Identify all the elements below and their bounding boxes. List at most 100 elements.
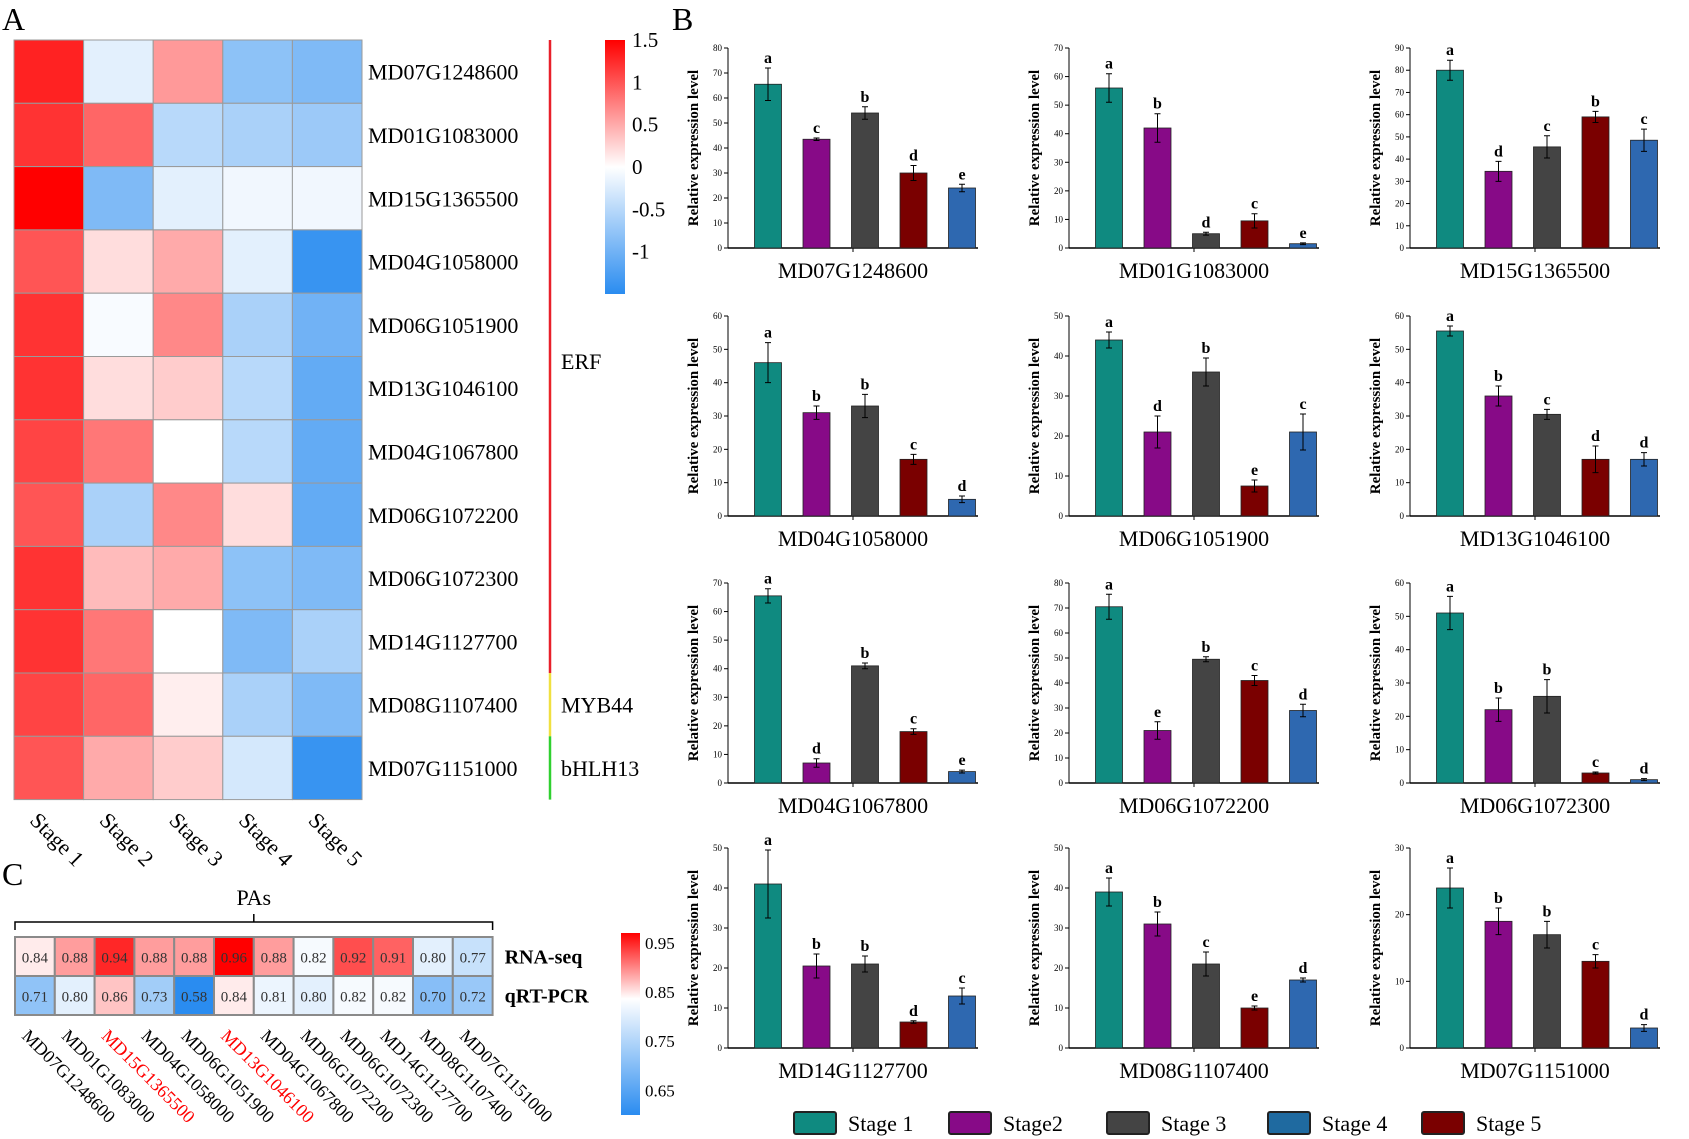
legend-swatch — [1106, 1111, 1150, 1135]
bar — [1484, 709, 1513, 784]
bar — [1192, 963, 1220, 1049]
group-label: bHLH13 — [561, 756, 639, 781]
heatmap-cell — [222, 39, 293, 104]
bar — [802, 138, 831, 249]
legend-swatch — [1421, 1111, 1465, 1135]
bar — [754, 362, 782, 517]
significance-letter: d — [1494, 143, 1503, 160]
y-tick-label: 30 — [1054, 157, 1064, 167]
heatmap-cell — [83, 609, 154, 674]
y-tick-label: 10 — [1054, 214, 1064, 224]
heatmap-cell — [14, 936, 56, 977]
y-tick-label: 70 — [1054, 43, 1064, 53]
error-bar — [1300, 413, 1306, 451]
row-label: RNA-seq — [505, 947, 583, 969]
heatmap-cell — [13, 672, 85, 737]
heatmap-cell — [222, 292, 293, 358]
error-bar — [1641, 778, 1647, 782]
y-tick-label: 40 — [1054, 678, 1064, 688]
error-bar — [813, 953, 820, 979]
error-bar — [765, 342, 771, 384]
significance-letter: a — [1446, 850, 1454, 867]
error-bar — [1251, 675, 1258, 686]
heatmap-cell — [152, 482, 224, 547]
bar — [1533, 934, 1561, 1049]
significance-letter: a — [1105, 860, 1113, 877]
heatmap-cell — [83, 102, 154, 168]
y-tick-label: 20 — [1054, 431, 1064, 441]
bar — [899, 172, 928, 249]
heatmap-cell — [291, 102, 363, 168]
bar — [1533, 413, 1561, 517]
error-bar — [910, 453, 917, 465]
heatmap-cell — [83, 735, 154, 801]
y-tick-label: 0 — [718, 243, 723, 253]
heatmap-cell — [291, 292, 363, 358]
y-tick-label: 60 — [1054, 72, 1064, 82]
heatmap-cell — [152, 39, 224, 104]
significance-letter: b — [861, 89, 870, 106]
error-bar — [1300, 977, 1306, 983]
significance-letter: d — [1591, 428, 1600, 445]
heatmap-c: PAs 0.84 0.88 0.94 0.88 0.88 0.96 0.88 0.82 0.92 0… — [14, 885, 675, 1127]
significance-letter: b — [1494, 890, 1503, 907]
significance-letter: a — [764, 50, 772, 67]
legend-label: Stage 1 — [848, 1111, 913, 1136]
significance-letter: c — [1202, 934, 1209, 951]
row-label: MD15G1365500 — [368, 186, 518, 211]
error-bar — [1592, 771, 1599, 775]
y-axis-label: Relative expression level — [1027, 605, 1043, 761]
error-bar — [1447, 867, 1453, 909]
bracket — [14, 914, 494, 930]
significance-letter: c — [1251, 196, 1258, 213]
bar — [851, 405, 879, 517]
bar — [899, 1021, 928, 1049]
significance-letter: c — [1299, 396, 1306, 413]
significance-letter: c — [1592, 754, 1599, 771]
heatmap-cell — [412, 975, 454, 1016]
error-bar — [1106, 593, 1112, 620]
y-tick-label: 50 — [713, 635, 723, 645]
significance-letter: b — [812, 388, 821, 405]
y-tick-label: 60 — [1395, 110, 1405, 120]
bar — [802, 965, 831, 1049]
error-bar — [910, 728, 917, 735]
error-bar — [1447, 59, 1453, 81]
error-bar — [813, 758, 820, 768]
y-tick-label: 10 — [1395, 221, 1405, 231]
gene-title: MD04G1067800 — [778, 793, 928, 818]
y-tick-label: 10 — [1054, 1003, 1064, 1013]
heatmap-cell — [13, 102, 85, 168]
cell-value: 0.71 — [22, 990, 48, 1006]
bar-chart: 0 10 20 30 40 50 60 70 80 Relative expression lev… — [1027, 576, 1319, 818]
y-tick-label: 30 — [1054, 703, 1064, 713]
y-tick-label: 80 — [1395, 65, 1405, 75]
y-tick-label: 80 — [713, 43, 723, 53]
error-bar — [1106, 331, 1112, 349]
y-tick-label: 30 — [1054, 391, 1064, 401]
y-tick-label: 20 — [1395, 444, 1405, 454]
row-label: MD06G1051900 — [368, 313, 518, 338]
error-bar — [862, 662, 868, 670]
bar — [1240, 680, 1269, 784]
heatmap-cell — [13, 735, 85, 801]
heatmap-cell — [451, 936, 494, 977]
bar — [754, 595, 782, 784]
error-bar — [959, 183, 965, 193]
y-axis-label: Relative expression level — [1368, 338, 1384, 494]
bar — [802, 412, 831, 517]
significance-letter: b — [861, 645, 870, 662]
row-label: MD14G1127700 — [368, 629, 518, 654]
significance-letter: c — [910, 436, 917, 453]
bar — [899, 731, 928, 784]
y-tick-label: 0 — [718, 778, 723, 788]
y-tick-label: 40 — [713, 143, 723, 153]
colorbar-tick-label: 0 — [632, 155, 643, 179]
group-title: PAs — [236, 885, 271, 910]
heatmap-cell — [152, 292, 224, 358]
error-bar — [1495, 385, 1502, 407]
legend: Stage 1 Stage2 Stage 3 Stage 4 Stage 5 — [793, 1111, 1541, 1136]
bar-chart: 0 10 20 30 40 50 60 70 80 Relative expression lev… — [686, 43, 978, 283]
heatmap-cell — [83, 419, 154, 484]
row-label: MD04G1058000 — [368, 250, 518, 275]
